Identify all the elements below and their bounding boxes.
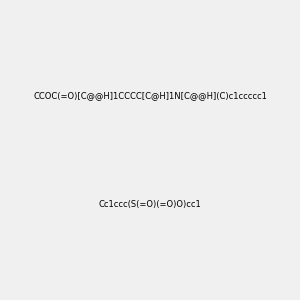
Text: Cc1ccc(S(=O)(=O)O)cc1: Cc1ccc(S(=O)(=O)O)cc1 — [99, 200, 201, 208]
Text: CCOC(=O)[C@@H]1CCCC[C@H]1N[C@@H](C)c1ccccc1: CCOC(=O)[C@@H]1CCCC[C@H]1N[C@@H](C)c1ccc… — [33, 92, 267, 100]
